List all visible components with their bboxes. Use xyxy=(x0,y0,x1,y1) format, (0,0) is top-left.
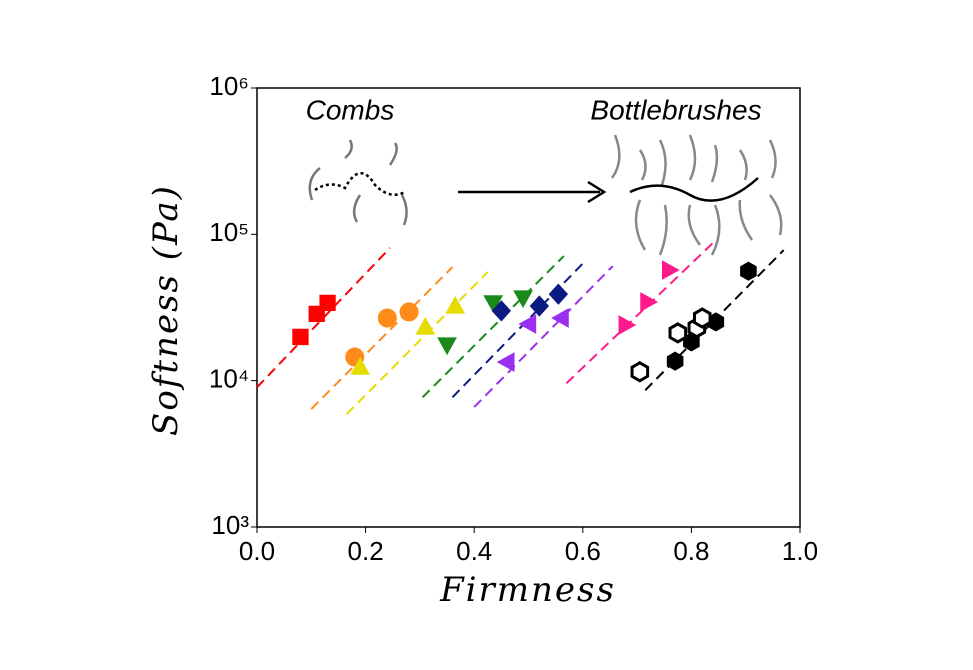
y-axis-label: Softness (Pa) xyxy=(146,184,186,436)
point xyxy=(437,337,457,356)
point xyxy=(399,302,419,322)
point xyxy=(445,295,466,314)
point xyxy=(692,307,712,329)
x-tick-label: 1.0 xyxy=(782,536,818,566)
point xyxy=(666,351,684,371)
y-tick-label: 10³ xyxy=(211,510,249,540)
point xyxy=(292,328,309,346)
y-tick-label: 10⁶ xyxy=(209,71,249,101)
point xyxy=(551,308,569,328)
fit-line xyxy=(473,265,614,408)
comb-illustration xyxy=(308,139,408,226)
point xyxy=(640,292,658,312)
fit-line xyxy=(565,242,714,384)
plot-frame xyxy=(256,87,801,528)
point xyxy=(415,316,436,335)
fit-line xyxy=(421,255,565,398)
point xyxy=(668,322,688,344)
point xyxy=(618,315,637,335)
point xyxy=(350,356,371,375)
x-tick-label: 0.6 xyxy=(565,536,601,566)
x-tick-label: 0.0 xyxy=(239,536,275,566)
y-tick-label: 10⁴ xyxy=(209,364,249,394)
x-tick-label: 0.2 xyxy=(348,536,384,566)
arrow xyxy=(458,180,607,204)
point xyxy=(518,314,537,334)
bottlebrush-illustration xyxy=(610,134,783,256)
point xyxy=(661,260,680,280)
x-tick-label: 0.8 xyxy=(673,536,709,566)
fit-line xyxy=(451,260,587,398)
point xyxy=(548,283,569,305)
point xyxy=(513,290,533,309)
annotation: Combs xyxy=(306,94,395,125)
y-tick-label: 10⁵ xyxy=(209,217,249,247)
annotation: Bottlebrushes xyxy=(590,94,761,125)
point xyxy=(496,352,515,372)
fit-line xyxy=(310,266,454,410)
point xyxy=(740,261,757,281)
x-axis-label: Firmness xyxy=(439,570,616,610)
fit-line xyxy=(345,271,489,415)
point xyxy=(529,295,550,317)
point xyxy=(319,294,336,312)
point xyxy=(491,300,512,322)
point xyxy=(377,308,397,328)
point xyxy=(483,295,504,313)
point xyxy=(630,361,650,383)
x-tick-label: 0.4 xyxy=(456,536,492,566)
